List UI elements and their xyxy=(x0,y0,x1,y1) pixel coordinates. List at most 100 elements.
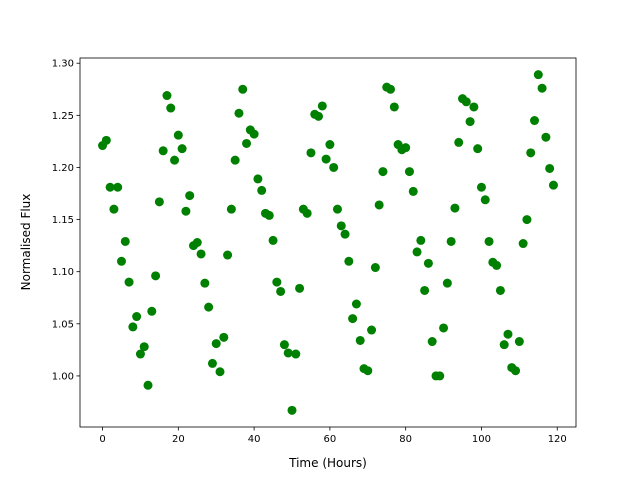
point xyxy=(484,236,494,246)
point xyxy=(545,163,555,173)
point xyxy=(461,97,471,107)
point xyxy=(465,117,475,127)
point xyxy=(124,277,134,287)
point xyxy=(329,162,339,172)
point xyxy=(128,322,138,332)
point xyxy=(162,91,172,101)
x-axis-label: Time (Hours) xyxy=(288,456,367,470)
point xyxy=(192,238,202,247)
point xyxy=(279,340,289,350)
point xyxy=(230,155,240,165)
y-tick-label: 1.25 xyxy=(52,111,74,122)
point xyxy=(480,195,490,205)
point xyxy=(177,144,187,154)
point xyxy=(314,111,324,121)
point xyxy=(348,314,358,324)
point xyxy=(166,103,176,113)
plot-frame xyxy=(79,57,577,428)
point xyxy=(223,250,233,260)
x-tick-label: 20 xyxy=(172,434,185,445)
point xyxy=(109,204,119,214)
point xyxy=(386,84,396,94)
point xyxy=(204,302,214,312)
x-tick-label: 0 xyxy=(99,434,105,445)
point xyxy=(374,200,384,210)
point xyxy=(135,349,145,359)
point xyxy=(439,323,449,333)
point xyxy=(151,271,161,281)
point xyxy=(404,167,414,177)
point xyxy=(219,332,229,342)
point xyxy=(173,130,183,140)
point xyxy=(132,312,142,322)
point xyxy=(120,236,130,246)
point xyxy=(522,215,532,225)
point xyxy=(435,371,445,381)
x-tick-label: 40 xyxy=(248,434,261,445)
point xyxy=(253,174,263,184)
point xyxy=(511,366,521,376)
point xyxy=(367,325,377,335)
point xyxy=(514,337,524,347)
y-tick-label: 1.20 xyxy=(52,163,74,174)
point xyxy=(469,102,479,112)
point xyxy=(283,348,293,358)
point xyxy=(401,143,411,153)
y-tick-label: 1.00 xyxy=(52,371,74,382)
point xyxy=(113,182,123,192)
point xyxy=(499,340,509,350)
point xyxy=(537,83,547,93)
x-tick-label: 100 xyxy=(472,434,491,445)
point xyxy=(332,204,342,214)
point xyxy=(503,329,513,339)
point xyxy=(306,148,316,158)
point xyxy=(454,137,464,147)
point xyxy=(272,277,282,287)
point xyxy=(249,129,259,139)
point xyxy=(541,132,551,142)
point xyxy=(530,116,540,126)
point xyxy=(295,283,305,293)
y-tick-label: 1.30 xyxy=(52,59,74,70)
point xyxy=(185,191,195,201)
point xyxy=(370,263,380,273)
point xyxy=(101,135,111,145)
point xyxy=(154,197,164,207)
point xyxy=(170,155,180,165)
point xyxy=(287,405,297,415)
point xyxy=(476,182,486,192)
point xyxy=(317,101,327,111)
point xyxy=(215,367,225,377)
point xyxy=(492,260,502,270)
point xyxy=(139,342,149,352)
point xyxy=(416,235,426,245)
point xyxy=(526,148,536,158)
point xyxy=(442,278,452,288)
point xyxy=(200,278,210,288)
point xyxy=(340,229,350,239)
point xyxy=(420,285,430,295)
point xyxy=(196,249,206,259)
point xyxy=(238,84,248,94)
point xyxy=(518,239,528,249)
point xyxy=(427,337,437,347)
point xyxy=(423,258,433,268)
point xyxy=(116,256,126,266)
point xyxy=(473,144,483,154)
point xyxy=(325,140,335,150)
point xyxy=(207,358,217,368)
point xyxy=(495,285,505,295)
y-axis-label: Normalised Flux xyxy=(19,194,33,291)
point xyxy=(355,335,365,345)
point xyxy=(226,204,236,214)
point xyxy=(533,70,543,80)
point xyxy=(234,108,244,118)
x-tick-label: 120 xyxy=(548,434,567,445)
point xyxy=(257,185,267,195)
x-tick-label: 80 xyxy=(399,434,412,445)
point xyxy=(291,349,301,359)
point xyxy=(412,247,422,257)
point xyxy=(548,180,558,190)
point xyxy=(321,154,331,164)
point xyxy=(408,186,418,196)
